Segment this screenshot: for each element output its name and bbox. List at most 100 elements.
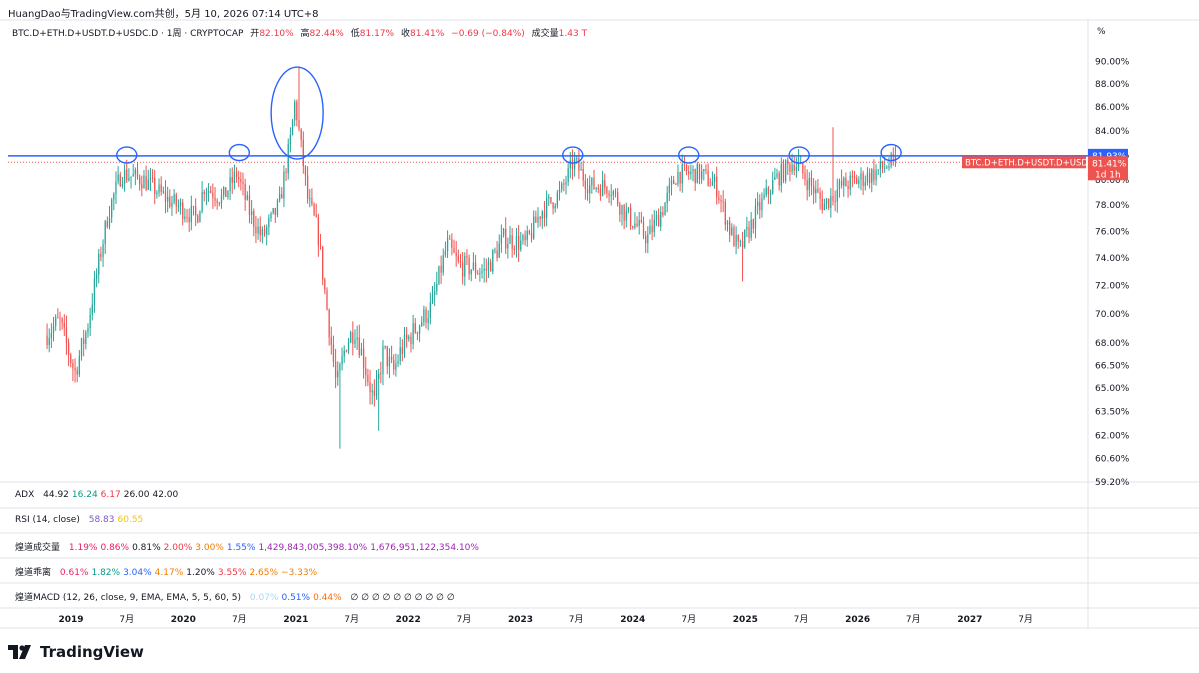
candle-body <box>76 370 78 375</box>
x-tick-label: 7月 <box>906 614 921 625</box>
candle-body <box>810 177 813 186</box>
candle-body <box>772 180 774 194</box>
candle-body <box>477 273 479 275</box>
candle-body <box>93 278 96 305</box>
candle-body <box>123 169 126 184</box>
candle-body <box>250 211 253 215</box>
candle-body <box>520 240 522 250</box>
candle-body <box>884 167 886 169</box>
candle-body <box>207 190 210 193</box>
candle-body <box>276 200 279 215</box>
candle-body <box>556 192 559 206</box>
candle-body <box>533 216 535 239</box>
candle-body <box>306 175 309 199</box>
candle-body <box>690 171 692 175</box>
candle-body <box>617 192 619 205</box>
adx-name: ADX <box>15 490 35 500</box>
candle-body <box>548 197 550 199</box>
rsi-pane[interactable]: RSI (14, close) 58.83 60.55 <box>12 515 143 525</box>
candle-body <box>754 206 757 229</box>
candle-body <box>390 356 393 361</box>
candle-body <box>677 172 679 185</box>
candle-body <box>881 161 884 168</box>
candle-body <box>558 189 561 193</box>
drawn-circle <box>788 146 810 164</box>
candle-body <box>793 164 795 171</box>
volume-pane[interactable]: 煌道成交量 1.19% 0.86% 0.81% 2.00% 3.00% 1.55% 1,42… <box>12 540 479 553</box>
candle-body <box>175 194 177 207</box>
candle-body <box>362 348 365 369</box>
candle-body <box>67 342 70 355</box>
close-label: 收 <box>400 29 410 39</box>
candle-body <box>845 178 847 187</box>
low-label: 低 <box>350 29 360 39</box>
candle-body <box>825 198 828 204</box>
x-tick-label: 2021 <box>283 615 308 625</box>
candle-body <box>278 194 281 201</box>
candle-body <box>324 279 326 291</box>
candle-body <box>283 171 285 199</box>
candle-body <box>688 171 690 175</box>
candle-body <box>812 185 815 194</box>
candle-body <box>199 211 201 223</box>
candle-body <box>339 364 341 371</box>
candle-body <box>879 161 882 170</box>
candle-body <box>401 347 403 354</box>
candle-body <box>660 211 662 227</box>
y-tick-label: 68.00% <box>1095 339 1130 349</box>
adx-value: 42.00 <box>152 490 179 500</box>
drawn-circle <box>880 143 902 162</box>
candle-body <box>748 226 750 238</box>
countdown-value: 1d 1h <box>1095 170 1121 180</box>
tradingview-brand[interactable]: TradingView <box>8 640 144 664</box>
candle-body <box>498 243 500 258</box>
candle-body <box>169 196 171 207</box>
axis-unit[interactable]: % <box>1097 27 1106 37</box>
candle-body <box>89 314 91 328</box>
candle-body <box>72 363 74 369</box>
candle-body <box>257 226 259 234</box>
candle-body <box>59 317 61 319</box>
candle-body <box>619 204 621 215</box>
deviation-pane[interactable]: 煌道乖离 0.61% 1.82% 3.04% 4.17% 1.20% 3.55% 2.65%… <box>12 565 317 578</box>
candle-body <box>416 332 419 334</box>
candle-body <box>418 325 421 334</box>
candle-body <box>395 363 397 370</box>
candle-body <box>806 180 808 191</box>
adx-pane[interactable]: ADX 44.92 16.24 6.17 26.00 42.00 <box>12 490 178 500</box>
candle-body <box>412 323 414 345</box>
candle-body <box>756 202 759 207</box>
candle-body <box>804 173 806 181</box>
drawings <box>8 66 1088 164</box>
candle-body <box>128 178 130 181</box>
drawn-circle <box>270 66 324 160</box>
candle-body <box>780 164 782 186</box>
candle-body <box>156 192 158 194</box>
symbol-legend: BTC.D+ETH.D+USDT.D+USDC.D · 1周 · CRYPTOC… <box>12 26 587 39</box>
candle-body <box>543 211 546 219</box>
candle-body <box>642 221 645 236</box>
candle-body <box>696 164 698 184</box>
x-tick-label: 2024 <box>620 615 645 625</box>
candle-body <box>856 178 858 184</box>
symbol-title[interactable]: BTC.D+ETH.D+USDT.D+USDC.D · 1周 · CRYPTOC… <box>12 29 244 39</box>
candle-body <box>584 180 587 190</box>
candle-body <box>664 202 666 216</box>
candle-body <box>406 334 408 340</box>
candle-body <box>360 348 363 356</box>
macd-pane[interactable]: 煌道MACD (12, 26, close, 9, EMA, EMA, 5, 5… <box>12 590 455 603</box>
candle-body <box>194 206 197 216</box>
macd-empty-values: ∅ ∅ ∅ ∅ ∅ ∅ ∅ ∅ ∅ ∅ <box>350 593 455 603</box>
candle-body <box>205 192 208 194</box>
drawn-circle <box>678 146 700 164</box>
candle-body <box>182 202 184 219</box>
candle-body <box>429 302 431 319</box>
candle-body <box>218 202 220 204</box>
volume-value: 1.43 T <box>558 29 588 39</box>
candle-body <box>227 191 229 198</box>
candle-body <box>479 273 481 275</box>
candle-body <box>214 197 216 201</box>
candle-body <box>197 215 199 223</box>
candle-body <box>414 323 416 333</box>
